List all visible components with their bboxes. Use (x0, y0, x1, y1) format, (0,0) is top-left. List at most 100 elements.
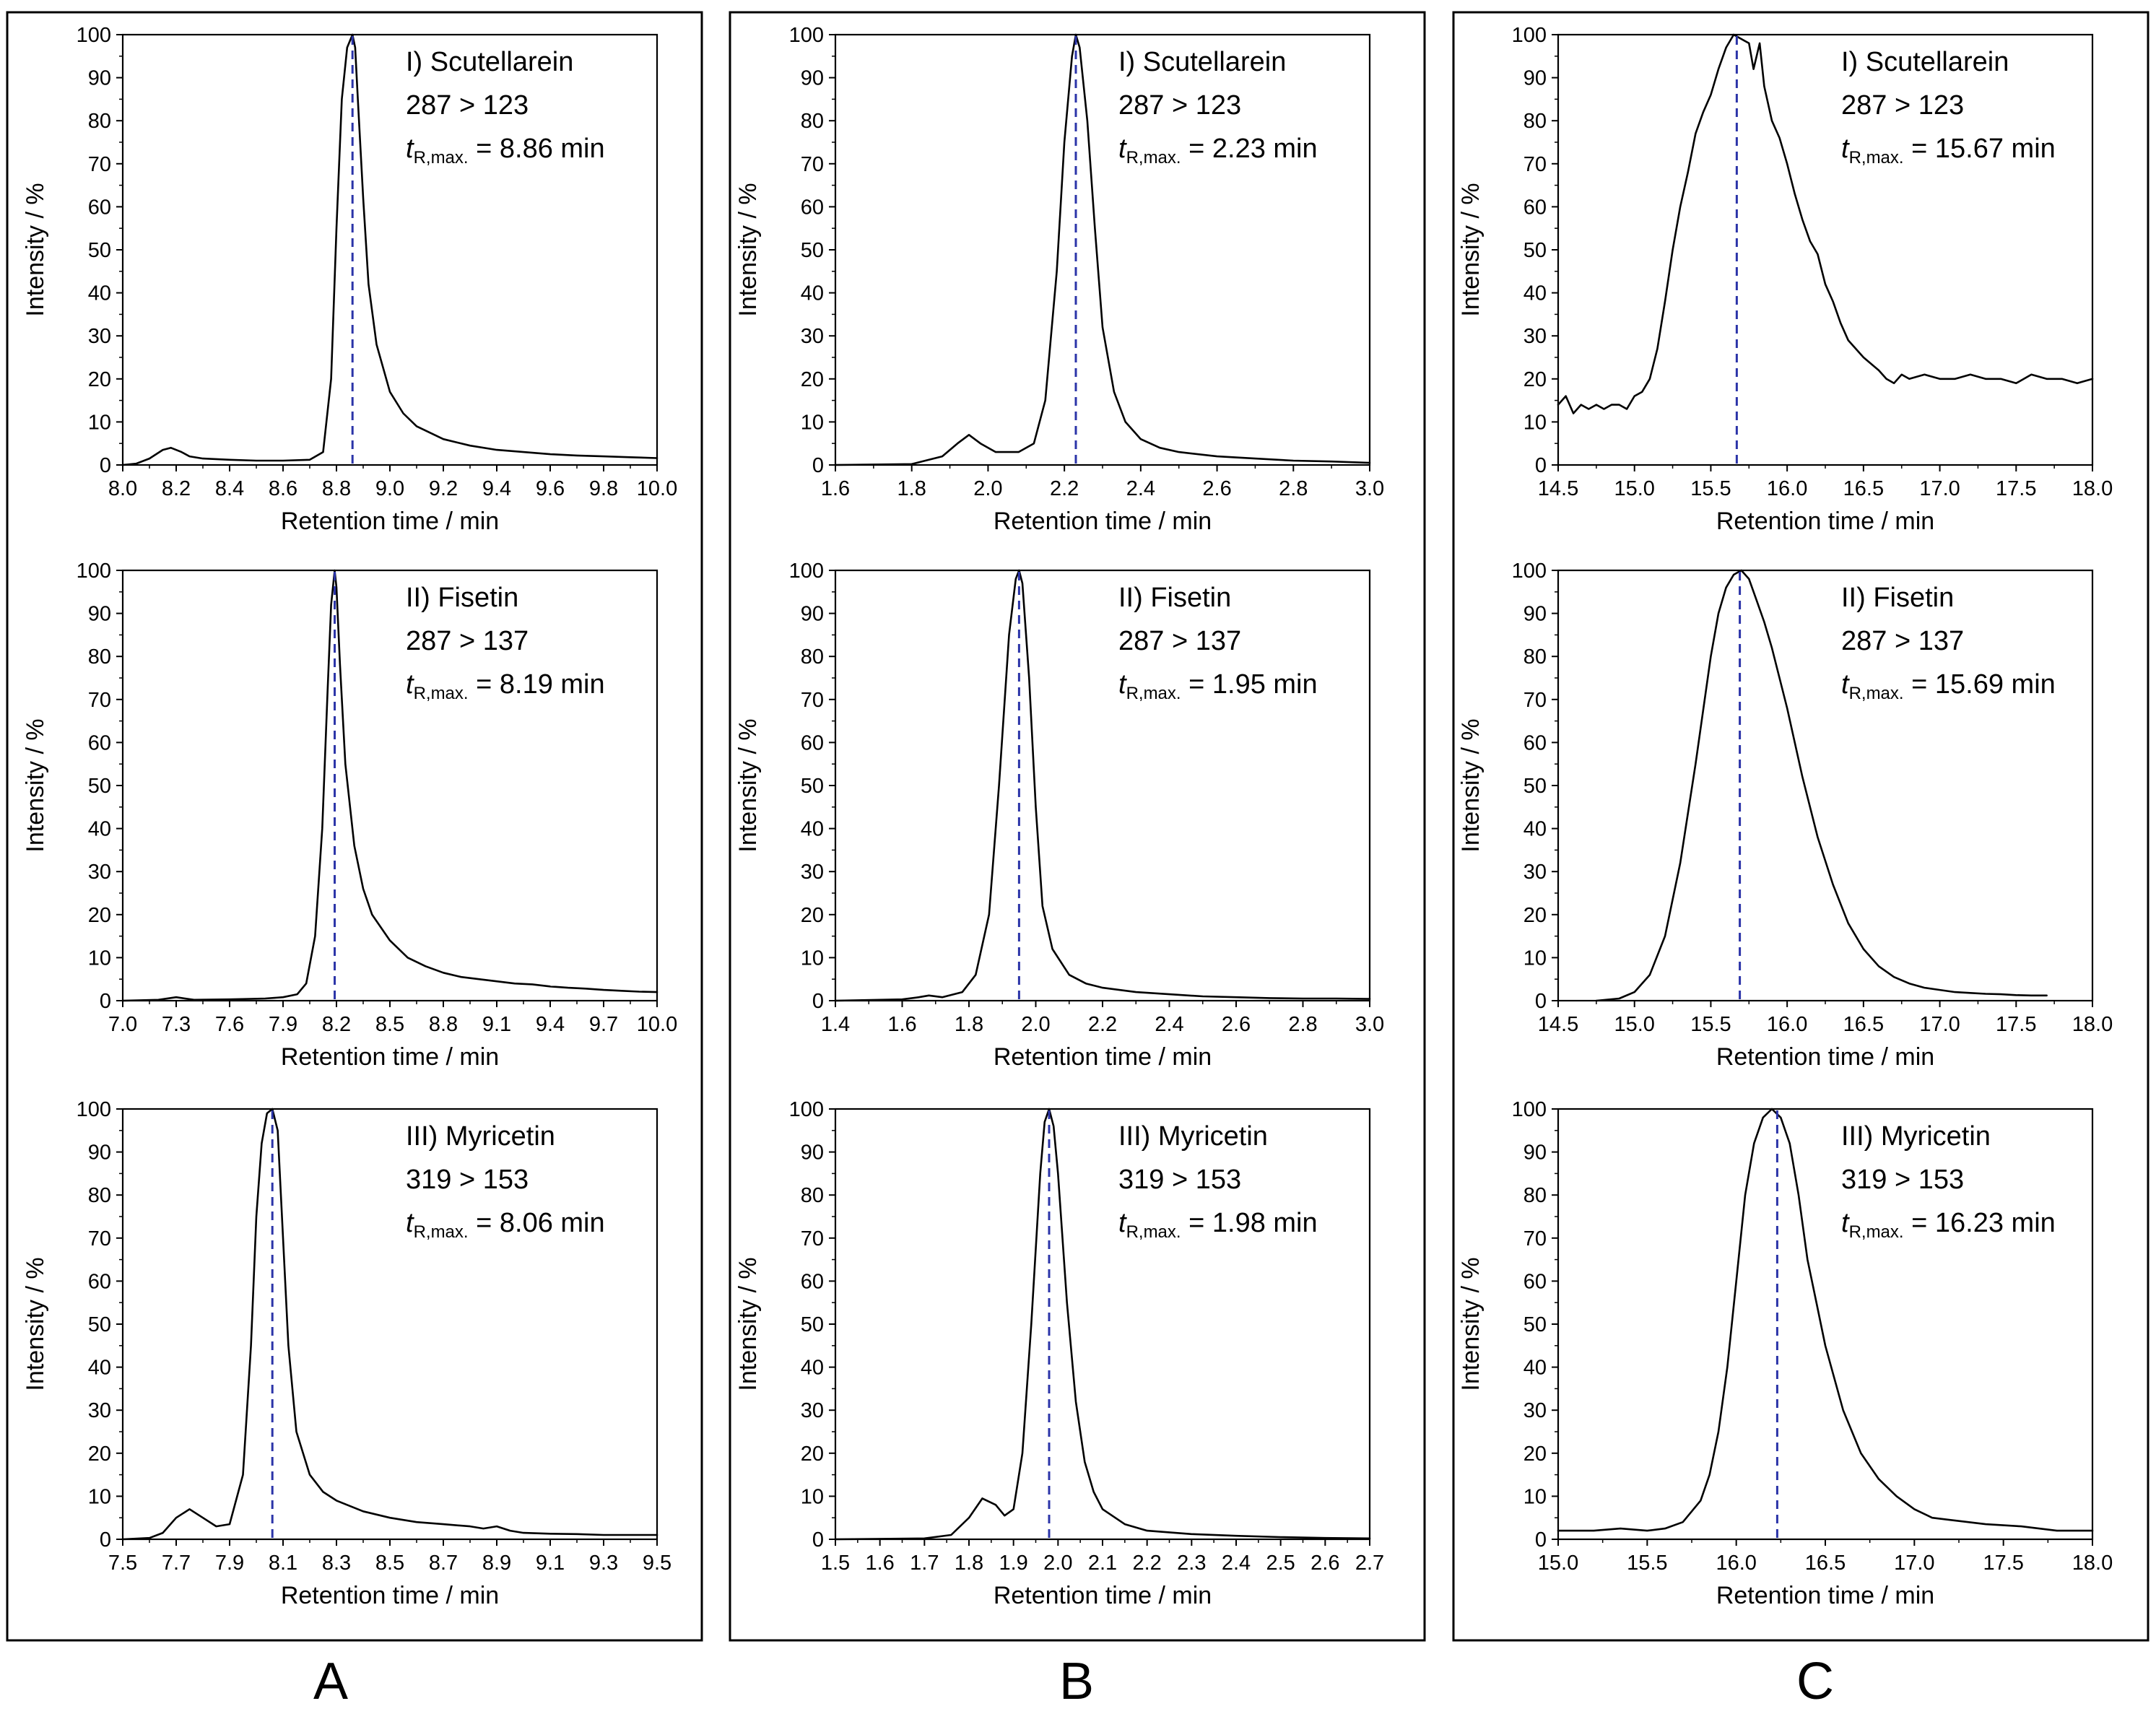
x-tick-label: 17.0 (1894, 1552, 1934, 1575)
y-axis-title: Intensity / % (1457, 718, 1485, 852)
t-value: = 2.23 min (1181, 134, 1318, 164)
x-axis-title: Retention time / min (281, 508, 499, 535)
x-tick-label: 16.5 (1805, 1552, 1846, 1575)
x-tick-label: 2.7 (1355, 1552, 1384, 1575)
x-tick-label: 9.5 (643, 1552, 671, 1575)
y-tick-label: 10 (801, 411, 824, 434)
y-tick-label: 70 (801, 153, 824, 176)
y-tick-label: 20 (1523, 904, 1547, 927)
x-tick-label: 2.2 (1088, 1013, 1117, 1036)
y-tick-label: 30 (1523, 325, 1547, 348)
chart-a1: 0 10 20 30 40 50 60 70 80 90 100 8.0 8.2 8.4 8.6 8.8 9.0… (22, 24, 677, 535)
y-tick-label: 20 (1523, 1443, 1547, 1466)
y-tick-label: 90 (801, 67, 824, 90)
y-tick-label: 50 (801, 239, 824, 262)
x-tick-label: 2.2 (1050, 477, 1079, 500)
y-tick-label: 80 (1523, 1184, 1547, 1207)
t-value: = 16.23 min (1904, 1208, 2056, 1238)
x-tick-label: 1.8 (955, 1013, 983, 1036)
x-tick-label: 15.5 (1690, 477, 1731, 500)
y-tick-label: 10 (88, 411, 111, 434)
y-tick-label: 60 (88, 731, 111, 754)
x-tick-label: 9.7 (589, 1013, 618, 1036)
y-tick-label: 90 (1523, 67, 1547, 90)
y-tick-label: 10 (88, 1485, 111, 1508)
t-value: = 1.98 min (1181, 1208, 1318, 1238)
chromatogram-trace (121, 1108, 658, 1541)
x-tick-label: 16.5 (1843, 1013, 1884, 1036)
chart-b2: 0 10 20 30 40 50 60 70 80 90 100 1.4 1.6 1.8 2.0 2.2 2.4… (734, 560, 1384, 1071)
y-tick-label: 60 (801, 196, 824, 219)
x-tick-label: 1.5 (821, 1552, 850, 1575)
y-tick-label: 90 (88, 67, 111, 90)
column-label-a: A (313, 1653, 348, 1710)
x-tick-label: 8.1 (269, 1552, 297, 1575)
y-tick-label: 80 (88, 110, 111, 133)
y-tick-label: 10 (801, 947, 824, 970)
y-tick-label: 100 (1512, 1098, 1547, 1121)
retention-time-label: tR,max. = 8.19 min (406, 669, 605, 703)
chromatogram-trace (121, 33, 658, 466)
x-tick-label: 16.5 (1843, 477, 1884, 500)
y-tick-label: 70 (1523, 1227, 1547, 1250)
x-tick-label: 2.2 (1133, 1552, 1162, 1575)
t-subscript: R,max. (1126, 148, 1181, 168)
chromatogram-trace (1595, 569, 2048, 1002)
retention-time-label: tR,max. = 16.23 min (1841, 1208, 2056, 1242)
y-tick-label: 50 (1523, 775, 1547, 798)
y-axis-title: Intensity / % (22, 183, 49, 316)
t-symbol: t (1841, 669, 1850, 700)
y-tick-label: 20 (88, 904, 111, 927)
x-axis-title: Retention time / min (994, 1043, 1212, 1071)
x-tick-label: 17.5 (1996, 1013, 2036, 1036)
y-tick-label: 70 (1523, 689, 1547, 712)
x-tick-label: 2.8 (1279, 477, 1308, 500)
column-label-b: B (1059, 1653, 1094, 1710)
x-tick-label: 1.9 (999, 1552, 1028, 1575)
mrm-transition: 287 > 137 (1841, 626, 1964, 656)
compound-name: III) Myricetin (406, 1121, 555, 1152)
x-tick-label: 17.5 (1996, 477, 2036, 500)
x-tick-label: 1.6 (821, 477, 850, 500)
x-tick-label: 1.6 (866, 1552, 895, 1575)
y-tick-label: 60 (88, 1270, 111, 1293)
x-tick-label: 8.0 (108, 477, 137, 500)
x-tick-label: 2.0 (1043, 1552, 1072, 1575)
mrm-transition: 319 > 153 (1841, 1165, 1964, 1195)
t-value: = 15.67 min (1904, 134, 2056, 164)
y-tick-label: 10 (801, 1485, 824, 1508)
x-tick-label: 15.5 (1627, 1552, 1667, 1575)
x-tick-label: 16.0 (1767, 477, 1807, 500)
x-tick-label: 2.4 (1222, 1552, 1251, 1575)
x-tick-label: 8.2 (322, 1013, 351, 1036)
x-tick-label: 7.3 (162, 1013, 191, 1036)
chart-c2: 0 10 20 30 40 50 60 70 80 90 100 14.5 15.0 15.5 16.0 16… (1457, 560, 2113, 1071)
y-tick-label: 40 (88, 1357, 111, 1380)
y-tick-label: 30 (801, 861, 824, 884)
y-tick-label: 30 (801, 325, 824, 348)
x-tick-label: 2.4 (1155, 1013, 1183, 1036)
y-tick-label: 60 (1523, 731, 1547, 754)
x-tick-label: 9.3 (589, 1552, 618, 1575)
y-tick-label: 70 (801, 689, 824, 712)
chromatogram-trace (121, 569, 658, 1002)
column-frame-b (729, 11, 1426, 1642)
chromatogram-trace (834, 1108, 1371, 1541)
x-tick-label: 9.4 (536, 1013, 565, 1036)
y-tick-label: 70 (801, 1227, 824, 1250)
y-tick-label: 40 (88, 282, 111, 305)
y-axis-title: Intensity / % (734, 718, 762, 852)
t-subscript: R,max. (1849, 148, 1904, 168)
chart-b1: 0 10 20 30 40 50 60 70 80 90 100 1.6 1.8 2.0 2.2 2.4 2.6… (734, 24, 1384, 535)
t-symbol: t (406, 669, 414, 700)
mrm-transition: 319 > 153 (1118, 1165, 1241, 1195)
chart-a2: 0 10 20 30 40 50 60 70 80 90 100 7.0 7.3 7.6 7.9 8.2 8.5… (22, 560, 677, 1071)
chromatogram-trace (1557, 1108, 2094, 1532)
x-axis-title: Retention time / min (1716, 1043, 1934, 1071)
x-tick-label: 2.3 (1177, 1552, 1206, 1575)
x-tick-label: 18.0 (2072, 1552, 2113, 1575)
y-tick-label: 50 (88, 1313, 111, 1336)
column-label-c: C (1796, 1653, 1834, 1710)
y-tick-label: 40 (88, 818, 111, 841)
